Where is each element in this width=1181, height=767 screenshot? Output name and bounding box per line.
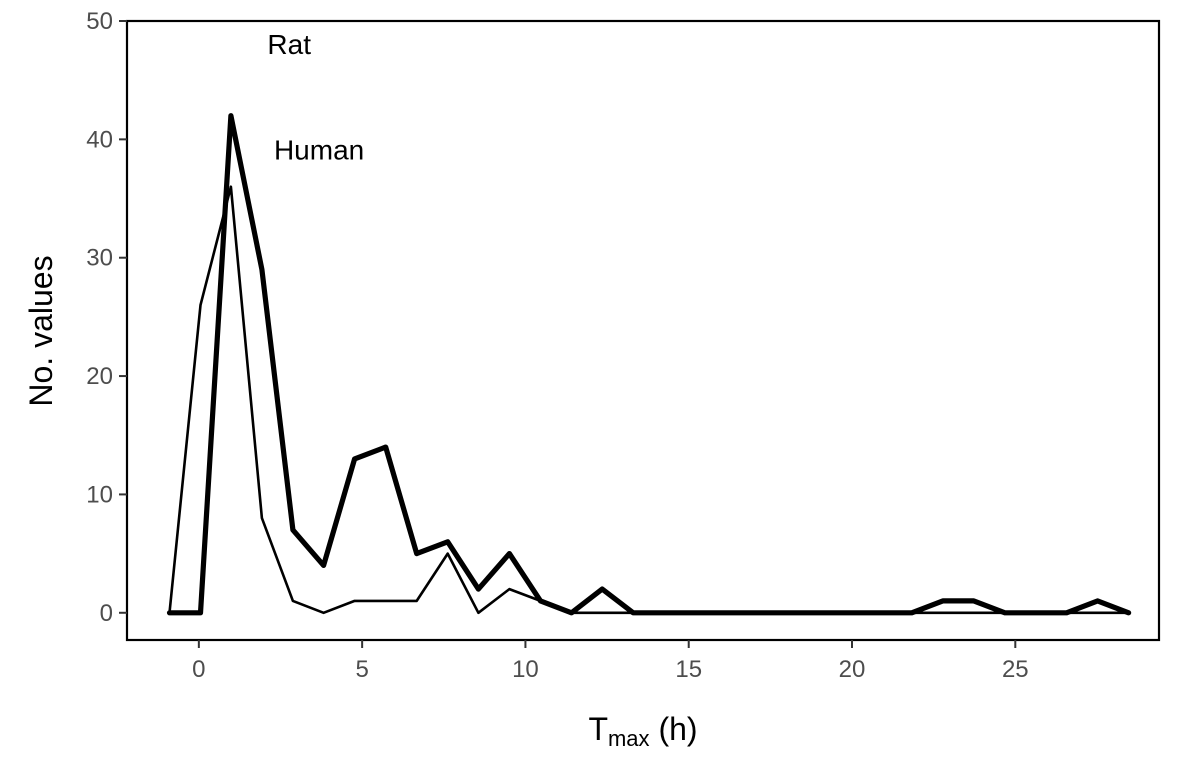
x-axis-title-unit: (h) <box>650 711 698 747</box>
x-tick-label: 5 <box>355 656 368 683</box>
x-axis-title-main: T <box>588 711 608 747</box>
y-tick-label: 30 <box>86 245 113 272</box>
plot-panel-border <box>125 19 1161 642</box>
x-tick-label: 10 <box>512 656 539 683</box>
y-tick-label: 10 <box>86 481 113 508</box>
annotation-layer: Rat Human <box>267 29 364 165</box>
annotation-rat: Rat <box>267 29 311 60</box>
y-tick-label: 50 <box>86 8 113 35</box>
x-axis-title: Tmax (h) <box>588 711 697 751</box>
ticks-layer: 0 5 10 15 20 25 0 10 20 30 40 50 <box>86 8 1028 683</box>
y-tick-label: 40 <box>86 126 113 153</box>
x-axis-title-subscript: max <box>608 726 650 751</box>
x-tick-label: 25 <box>1002 656 1029 683</box>
series-layer <box>166 113 1132 616</box>
x-tick-label: 15 <box>675 656 702 683</box>
series-line-heavy <box>166 113 1132 616</box>
y-axis-title: No. values <box>23 255 59 406</box>
x-tick-label: 0 <box>192 656 205 683</box>
y-tick-label: 0 <box>100 600 113 627</box>
annotation-human: Human <box>274 134 364 165</box>
x-tick-label: 20 <box>839 656 866 683</box>
y-tick-label: 20 <box>86 363 113 390</box>
